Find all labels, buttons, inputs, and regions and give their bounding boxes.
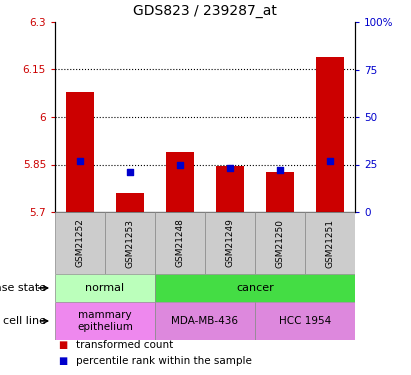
Text: disease state: disease state [0, 283, 46, 293]
Bar [166, 152, 194, 212]
Bar [255, 302, 355, 340]
Text: GSM21251: GSM21251 [326, 219, 335, 267]
Bar [105, 212, 155, 274]
Text: GSM21250: GSM21250 [275, 219, 284, 267]
Point [77, 158, 83, 164]
Bar [305, 212, 355, 274]
Bar [205, 212, 255, 274]
Text: cancer: cancer [236, 283, 274, 293]
Text: transformed count: transformed count [76, 340, 174, 350]
Bar [55, 274, 155, 302]
Text: percentile rank within the sample: percentile rank within the sample [76, 356, 252, 366]
Text: ■: ■ [58, 340, 67, 350]
Bar [255, 212, 305, 274]
Point [227, 165, 233, 171]
Point [127, 169, 133, 175]
Point [327, 158, 333, 164]
Point [177, 162, 183, 168]
Bar [155, 212, 205, 274]
Bar [55, 302, 155, 340]
Title: GDS823 / 239287_at: GDS823 / 239287_at [133, 4, 277, 18]
Text: GSM21253: GSM21253 [125, 219, 134, 267]
Bar [116, 193, 144, 212]
Bar [55, 212, 105, 274]
Text: MDA-MB-436: MDA-MB-436 [171, 316, 238, 326]
Point [277, 167, 283, 173]
Text: HCC 1954: HCC 1954 [279, 316, 331, 326]
Text: GSM21248: GSM21248 [175, 219, 185, 267]
Text: ■: ■ [58, 356, 67, 366]
Bar [155, 274, 355, 302]
Text: cell line: cell line [3, 316, 46, 326]
Bar [66, 92, 94, 212]
Text: GSM21252: GSM21252 [76, 219, 85, 267]
Bar [216, 166, 244, 212]
Bar [316, 57, 344, 212]
Bar [155, 302, 255, 340]
Text: GSM21249: GSM21249 [226, 219, 235, 267]
Text: mammary
epithelium: mammary epithelium [77, 310, 133, 332]
Bar [266, 172, 294, 212]
Text: normal: normal [85, 283, 125, 293]
